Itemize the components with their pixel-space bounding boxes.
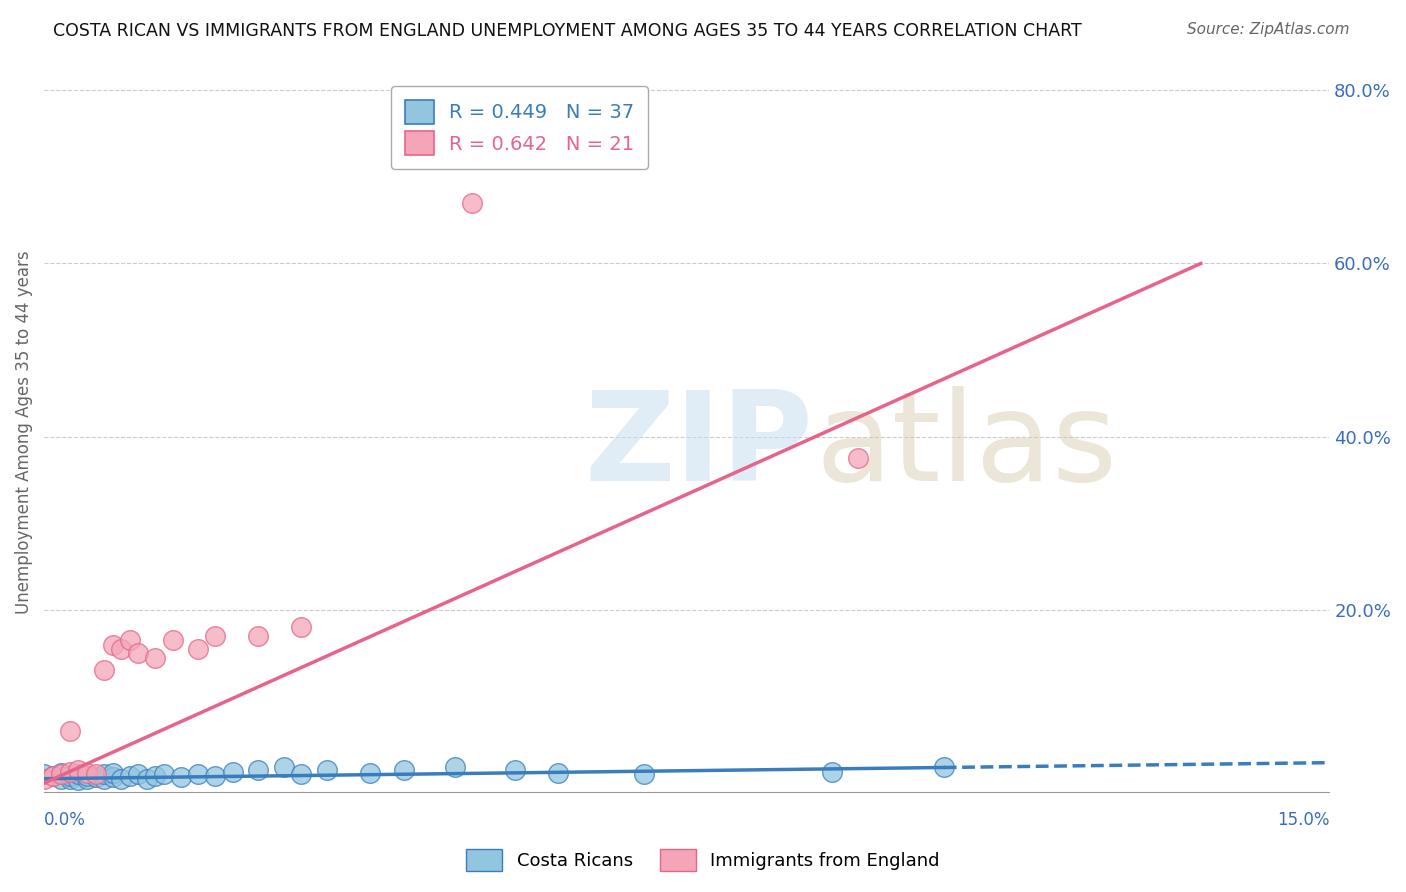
- Point: [221, 764, 243, 779]
- Text: 0.0%: 0.0%: [44, 811, 86, 829]
- Point: [59, 724, 82, 739]
- Point: [84, 767, 107, 781]
- Point: [118, 769, 141, 783]
- Point: [32, 767, 55, 781]
- Point: [101, 765, 124, 780]
- Point: [505, 763, 527, 777]
- Point: [110, 641, 132, 656]
- Point: [76, 772, 98, 786]
- Text: Source: ZipAtlas.com: Source: ZipAtlas.com: [1187, 22, 1350, 37]
- Point: [51, 765, 73, 780]
- Point: [101, 770, 124, 784]
- Point: [127, 767, 149, 781]
- Point: [59, 769, 82, 783]
- Point: [67, 767, 90, 781]
- Point: [633, 767, 655, 781]
- Y-axis label: Unemployment Among Ages 35 to 44 years: Unemployment Among Ages 35 to 44 years: [15, 251, 32, 615]
- Point: [932, 760, 955, 774]
- Text: COSTA RICAN VS IMMIGRANTS FROM ENGLAND UNEMPLOYMENT AMONG AGES 35 TO 44 YEARS CO: COSTA RICAN VS IMMIGRANTS FROM ENGLAND U…: [53, 22, 1083, 40]
- Point: [135, 772, 157, 786]
- Point: [846, 451, 869, 466]
- Point: [392, 763, 415, 777]
- Point: [547, 765, 569, 780]
- Point: [67, 763, 90, 777]
- Point: [204, 629, 226, 643]
- Point: [153, 767, 176, 781]
- Text: atlas: atlas: [815, 386, 1118, 508]
- Point: [101, 638, 124, 652]
- Point: [76, 765, 98, 780]
- Point: [187, 767, 209, 781]
- Point: [67, 773, 90, 788]
- Point: [162, 633, 184, 648]
- Legend: Costa Ricans, Immigrants from England: Costa Ricans, Immigrants from England: [458, 842, 948, 879]
- Point: [93, 772, 115, 786]
- Point: [118, 633, 141, 648]
- Text: 15.0%: 15.0%: [1277, 811, 1329, 829]
- Point: [444, 760, 467, 774]
- Point: [93, 767, 115, 781]
- Point: [204, 769, 226, 783]
- Point: [315, 763, 337, 777]
- Point: [59, 764, 82, 779]
- Point: [76, 769, 98, 783]
- Point: [51, 767, 73, 781]
- Point: [247, 763, 270, 777]
- Point: [273, 760, 295, 774]
- Text: ZIP: ZIP: [583, 386, 813, 508]
- Point: [41, 769, 63, 783]
- Point: [145, 769, 167, 783]
- Point: [110, 772, 132, 786]
- Point: [290, 620, 312, 634]
- Point: [51, 772, 73, 786]
- Point: [84, 770, 107, 784]
- Point: [359, 765, 381, 780]
- Point: [93, 664, 115, 678]
- Point: [821, 764, 844, 779]
- Point: [290, 767, 312, 781]
- Point: [32, 772, 55, 786]
- Legend: R = 0.449   N = 37, R = 0.642   N = 21: R = 0.449 N = 37, R = 0.642 N = 21: [391, 87, 648, 169]
- Point: [145, 650, 167, 665]
- Point: [187, 641, 209, 656]
- Point: [127, 646, 149, 660]
- Point: [170, 770, 193, 784]
- Point: [41, 769, 63, 783]
- Point: [247, 629, 270, 643]
- Point: [59, 772, 82, 786]
- Point: [461, 195, 484, 210]
